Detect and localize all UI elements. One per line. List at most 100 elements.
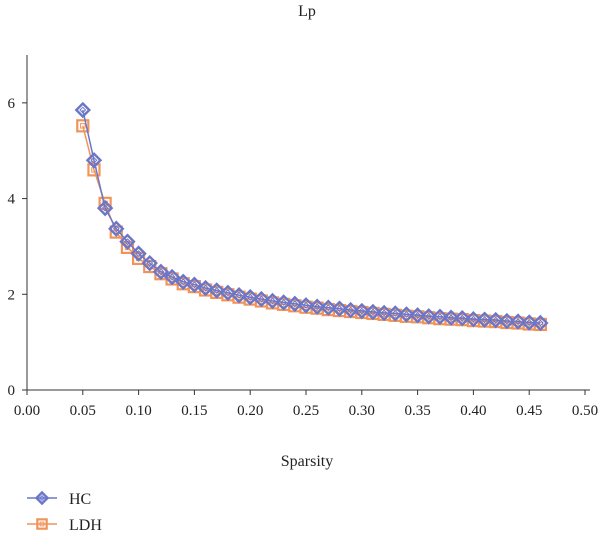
data-point-hc-inner <box>246 293 254 301</box>
chart-title: Lp <box>298 3 316 20</box>
data-point-hc <box>208 282 225 299</box>
data-point-hc <box>96 199 114 217</box>
series-ldh <box>76 119 547 332</box>
data-point-hc-inner <box>179 278 187 286</box>
legend-marker-hc-inner <box>38 494 46 502</box>
data-point-hc <box>141 254 158 272</box>
x-tick-label: 0.05 <box>70 403 96 419</box>
data-point-hc-inner <box>157 268 165 276</box>
x-tick-label: 0.50 <box>572 403 598 419</box>
data-point-hc <box>387 305 404 322</box>
data-point-hc-inner <box>235 291 243 299</box>
data-point-hc <box>431 308 449 325</box>
data-point-hc <box>509 313 527 330</box>
x-tick-label: 0.00 <box>14 403 40 419</box>
data-point-hc <box>375 304 393 322</box>
data-point-hc <box>409 307 426 324</box>
data-point-hc <box>498 312 516 330</box>
x-tick-label: 0.20 <box>237 403 263 419</box>
x-ticks: 0.00 0.05 0.10 0.15 0.20 0.25 0.30 0.35 0.40 0.45… <box>14 390 598 419</box>
data-point-hc <box>175 273 192 291</box>
data-point-hc <box>130 245 147 262</box>
data-point-hc-inner <box>224 289 232 297</box>
x-tick-label: 0.10 <box>125 403 151 419</box>
data-point-hc-inner <box>269 297 276 305</box>
data-point-hc-inner <box>135 250 143 258</box>
data-point-hc-inner <box>280 298 288 306</box>
data-point-hc-inner <box>503 317 511 325</box>
data-point-hc <box>152 263 170 280</box>
data-point-ldh-inner <box>470 317 477 324</box>
data-point-hc-inner <box>369 308 377 316</box>
data-point-hc <box>163 268 181 286</box>
data-point-hc-inner <box>403 310 410 318</box>
data-point-hc-inner <box>347 306 355 314</box>
data-point-hc-inner <box>425 312 433 320</box>
y-ticks: 0 2 4 6 <box>8 96 27 399</box>
data-point-hc <box>219 284 237 302</box>
data-point-hc <box>532 314 549 332</box>
data-point-hc <box>521 314 538 331</box>
data-point-hc <box>264 292 281 310</box>
data-point-hc-inner <box>492 316 500 324</box>
data-point-hc <box>331 300 348 317</box>
data-point-hc-inner <box>124 238 131 246</box>
data-point-hc <box>197 279 214 297</box>
data-point-hc-inner <box>213 287 221 294</box>
data-point-ldh <box>87 163 101 177</box>
y-tick-label: 4 <box>8 192 16 208</box>
axes <box>26 55 590 391</box>
legend-item-hc: HC <box>27 490 91 508</box>
y-tick-label: 2 <box>8 287 16 303</box>
legend-marker-hc <box>34 490 50 506</box>
data-point-hc <box>253 290 270 308</box>
data-point-hc <box>108 220 125 237</box>
data-point-hc-inner <box>324 304 332 312</box>
data-point-ldh-inner <box>515 320 521 326</box>
data-point-ldh-inner <box>347 308 354 315</box>
data-point-hc <box>487 311 504 329</box>
data-point-hc-inner <box>168 273 176 281</box>
y-tick-label: 0 <box>8 383 16 399</box>
data-point-hc <box>465 310 482 328</box>
data-point-hc-inner <box>257 295 265 303</box>
data-point-ldh-inner <box>80 123 86 129</box>
data-point-ldh-inner <box>504 319 510 326</box>
data-point-hc-inner <box>302 301 310 309</box>
data-point-hc <box>275 294 292 311</box>
data-point-hc <box>442 309 460 326</box>
legend-item-ldh: LDH <box>27 517 102 534</box>
data-point-hc <box>297 297 315 314</box>
data-point-hc <box>286 295 304 313</box>
data-point-hc-inner <box>458 314 466 322</box>
data-point-hc-inner <box>525 319 533 326</box>
data-point-hc-inner <box>414 311 422 319</box>
x-axis-title: Sparsity <box>281 453 333 470</box>
data-point-hc-inner <box>112 225 120 233</box>
data-point-hc <box>420 308 437 325</box>
data-point-hc-inner <box>469 315 477 323</box>
data-point-hc-inner <box>313 303 321 311</box>
data-point-hc-inner <box>358 307 366 315</box>
legend-label: LDH <box>69 517 102 534</box>
data-point-hc <box>454 310 471 327</box>
data-point-hc-inner <box>447 314 455 322</box>
data-point-hc-inner <box>79 106 87 114</box>
data-point-hc-inner <box>436 313 444 321</box>
data-point-hc-inner <box>90 156 98 164</box>
legend-marker-ldh-inner <box>39 521 45 527</box>
data-point-ldh-inner <box>370 310 376 317</box>
series-line-ldh <box>82 125 541 326</box>
data-point-hc-inner <box>380 309 388 317</box>
x-tick-label: 0.35 <box>404 403 430 419</box>
x-tick-label: 0.40 <box>460 403 486 419</box>
series-line-hc <box>82 109 541 324</box>
data-point-hc <box>353 302 370 320</box>
x-tick-label: 0.30 <box>349 403 375 419</box>
data-point-hc <box>398 306 415 323</box>
data-point-ldh-inner <box>537 321 544 328</box>
data-point-hc-inner <box>202 284 209 292</box>
legend-label: HC <box>69 491 91 508</box>
data-point-hc <box>186 276 203 293</box>
x-tick-label: 0.45 <box>516 403 542 419</box>
